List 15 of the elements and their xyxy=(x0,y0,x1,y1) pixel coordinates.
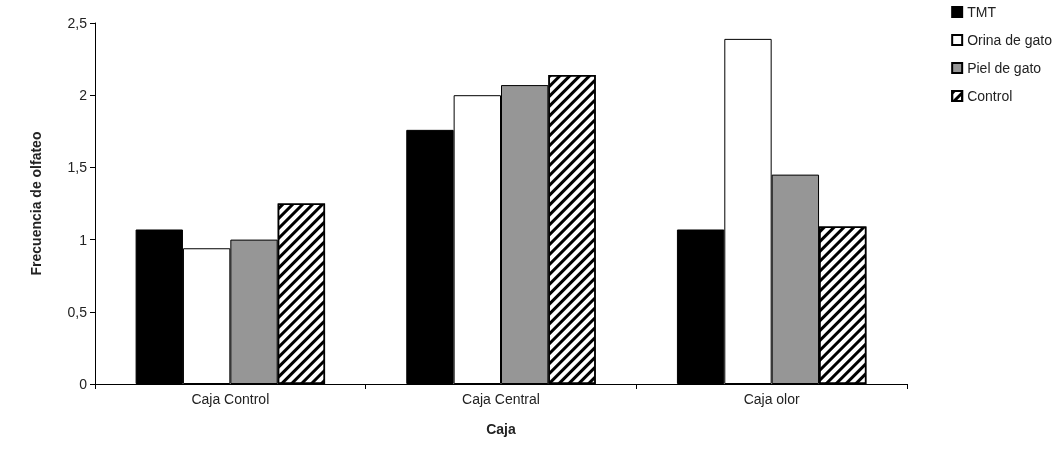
y-tick-label: 1,5 xyxy=(67,159,88,176)
x-tick-label: Caja Central xyxy=(462,391,540,407)
x-tick-label: Caja Control xyxy=(191,391,270,407)
legend-label: Piel de gato xyxy=(967,60,1042,76)
y-tick-label: 2 xyxy=(79,87,88,104)
y-tick-label: 2,5 xyxy=(67,15,88,31)
x-axis-title: Caja xyxy=(486,421,516,437)
y-tick-label: 1 xyxy=(79,231,88,248)
y-tick-label: 0 xyxy=(79,376,88,392)
y-axis-title: Frecuencia de olfateo xyxy=(28,131,44,276)
x-tick-label: Caja olor xyxy=(743,391,801,407)
legend-label: Control xyxy=(967,88,1013,104)
legend-label: Orina de gato xyxy=(967,32,1053,48)
y-tick-label: 0,5 xyxy=(67,303,88,320)
legend-label: TMT xyxy=(967,4,997,20)
